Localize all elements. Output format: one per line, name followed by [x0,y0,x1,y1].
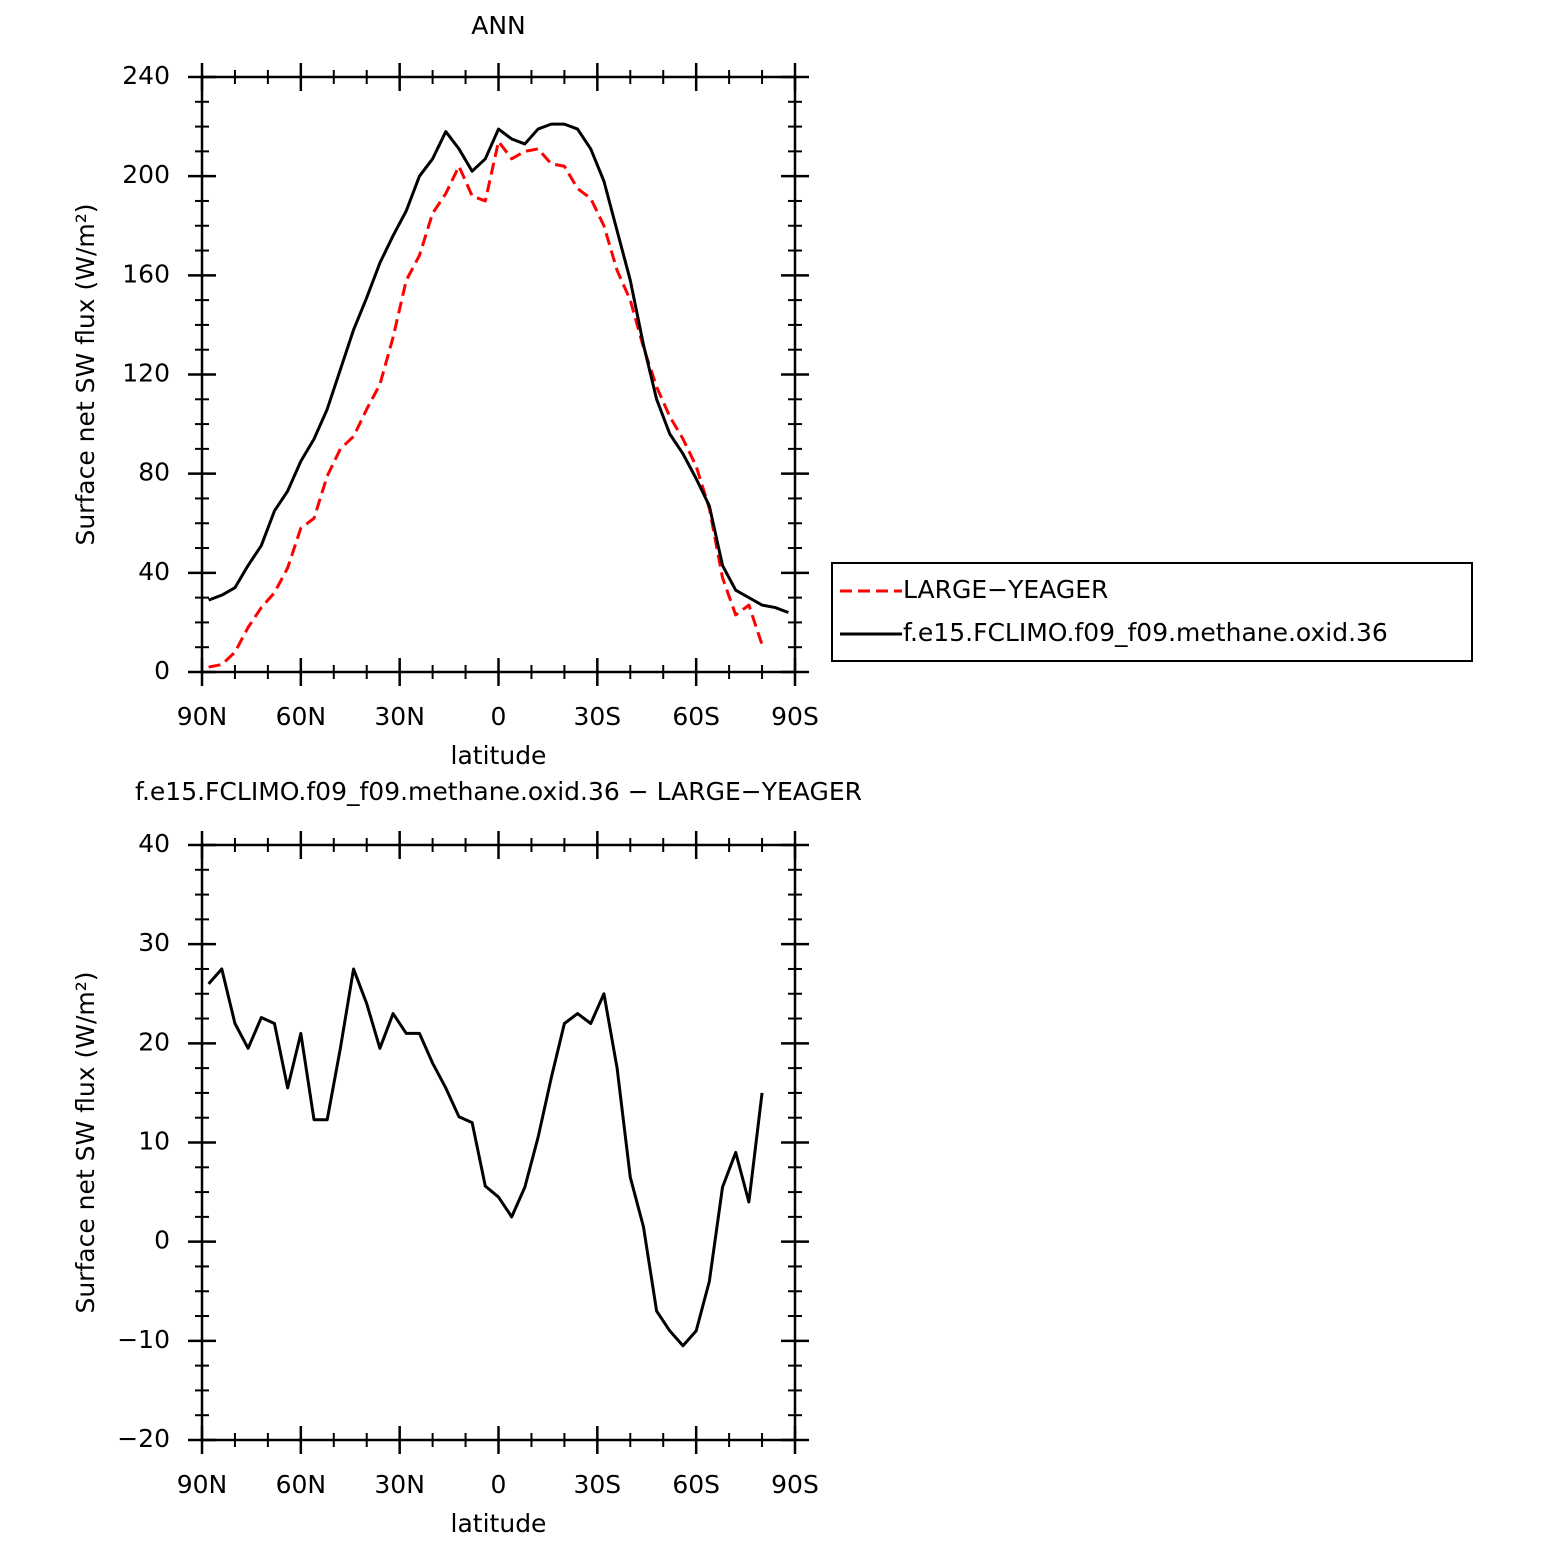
y-tick-label: 20 [138,1027,170,1056]
x-tick-label: 60S [672,1470,720,1499]
y-tick-label: 40 [138,557,170,586]
y-tick-label: −20 [117,1424,170,1453]
series-line [208,122,789,614]
chart-title: f.e15.FCLIMO.f09_f09.methane.oxid.36 − L… [135,777,862,806]
y-tick-label: 40 [138,829,170,858]
legend-box [831,562,1473,662]
y-tick-label: 80 [138,458,170,487]
x-tick-label: 90N [177,702,228,731]
plot-frame [200,843,797,1442]
x-tick-label: 60N [276,1470,327,1499]
x-tick-label: 90N [177,1470,228,1499]
legend-label: f.e15.FCLIMO.f09_f09.methane.oxid.36 [903,618,1388,647]
y-axis-label: Surface net SW flux (W/m²) [71,971,100,1313]
x-axis-label: latitude [451,1509,547,1538]
plot-frame [200,75,797,674]
y-tick-label: 160 [122,259,170,288]
x-tick-label: 90S [771,702,819,731]
y-tick-label: −10 [117,1325,170,1354]
x-tick-label: 30S [573,1470,621,1499]
y-tick-label: 0 [154,656,170,685]
x-tick-label: 30N [374,702,425,731]
chart-title: ANN [471,11,526,40]
x-tick-label: 90S [771,1470,819,1499]
y-tick-label: 200 [122,160,170,189]
y-tick-label: 30 [138,928,170,957]
y-axis-label: Surface net SW flux (W/m²) [71,203,100,545]
x-axis-label: latitude [451,741,547,770]
x-tick-label: 30N [374,1470,425,1499]
x-tick-label: 60N [276,702,327,731]
series-line [208,139,764,669]
y-tick-label: 240 [122,61,170,90]
x-tick-label: 60S [672,702,720,731]
y-tick-label: 0 [154,1226,170,1255]
y-tick-label: 10 [138,1127,170,1156]
x-tick-label: 0 [491,702,507,731]
y-tick-label: 120 [122,359,170,388]
x-tick-label: 0 [491,1470,507,1499]
series-line [207,967,764,1348]
legend-label: LARGE−YEAGER [903,575,1108,604]
x-tick-label: 30S [573,702,621,731]
